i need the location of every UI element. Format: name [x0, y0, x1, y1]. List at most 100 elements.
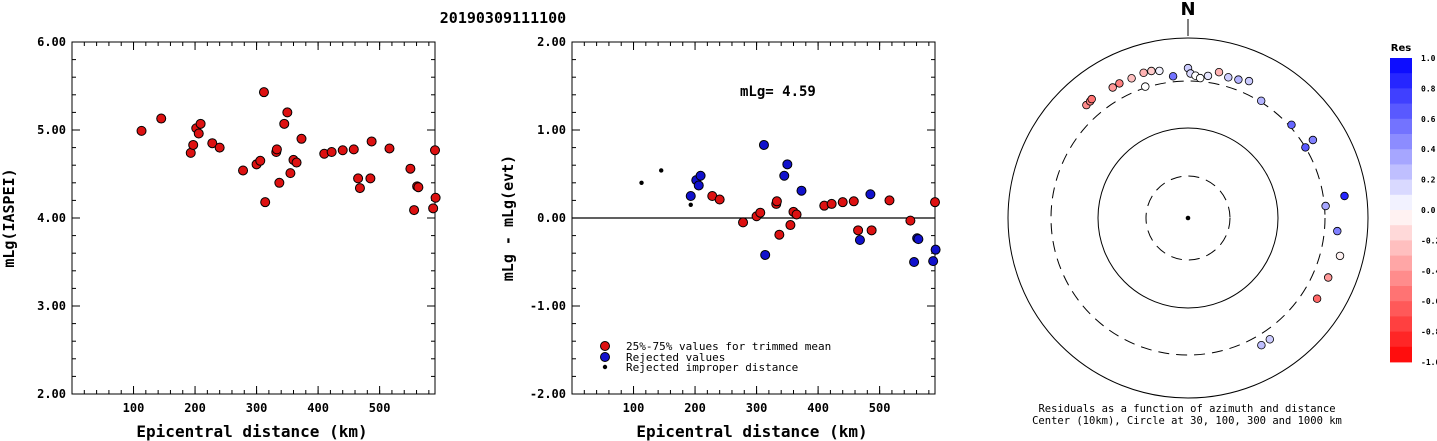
legend-red-marker	[600, 341, 610, 351]
left-point	[214, 142, 225, 153]
polar-data-points	[1082, 63, 1349, 350]
mid-point-improper	[639, 180, 644, 185]
legend-blue-marker	[600, 352, 610, 362]
mid-point-trimmed	[884, 195, 895, 206]
polar-caption-1: Residuals as a function of azimuth and d…	[1038, 403, 1335, 415]
colorbar-swatch	[1390, 88, 1412, 104]
left-point	[354, 183, 365, 194]
left-point	[337, 145, 348, 156]
mid-ytick-label: -1.00	[530, 299, 566, 313]
mid-point-trimmed	[905, 215, 916, 226]
outer-circle-1000km	[1007, 37, 1369, 399]
legend: 25%-75% values for trimmed mean Rejected…	[600, 340, 831, 374]
mid-point-rejected	[913, 234, 924, 245]
mid-point-trimmed	[848, 196, 859, 207]
mid-point-rejected	[695, 170, 706, 181]
left-xtick-label: 100	[123, 401, 145, 415]
left-point	[258, 87, 269, 98]
polar-point	[1168, 72, 1178, 81]
colorbar-swatch	[1390, 346, 1412, 363]
left-xtick-label: 300	[246, 401, 268, 415]
mid-point-rejected	[758, 139, 769, 150]
colorbar-swatch	[1390, 286, 1412, 302]
colorbar-swatch	[1390, 164, 1412, 180]
colorbar-swatch	[1390, 58, 1412, 74]
left-point	[296, 133, 307, 144]
polar-point	[1257, 341, 1266, 350]
colorbar-ticks: 1.0 0.8 0.6 0.4 0.2 0.0 -0.2 -0.4 -0.6 -0.8 -1.0	[1421, 54, 1437, 367]
colorbar-tick-label: 0.4	[1421, 145, 1436, 154]
left-point	[188, 139, 199, 150]
mid-xtick-label: 200	[684, 401, 706, 415]
polar-point	[1301, 143, 1310, 152]
left-point	[353, 173, 364, 184]
colorbar-swatch	[1390, 103, 1412, 120]
left-point	[156, 113, 167, 124]
left-point	[285, 168, 296, 179]
left-point	[430, 192, 441, 203]
epicenter-dot	[1185, 215, 1191, 221]
colorbar-tick-label: 0.6	[1421, 115, 1436, 124]
colorbar-tick-label: -0.6	[1421, 297, 1437, 306]
mid-xtick-label: 400	[807, 401, 829, 415]
left-point	[348, 144, 359, 155]
polar-point	[1115, 79, 1124, 88]
left-point	[409, 205, 420, 216]
colorbar-swatch	[1390, 194, 1412, 211]
colorbar-swatch	[1390, 179, 1412, 196]
mid-point-trimmed	[774, 229, 785, 240]
colorbar-swatch	[1390, 240, 1412, 256]
mid-point-rejected	[685, 191, 696, 201]
left-point	[282, 107, 293, 118]
colorbar-tick-label: -0.4	[1421, 267, 1437, 276]
mid-point-trimmed	[826, 198, 837, 209]
polar-point	[1321, 201, 1330, 211]
left-point	[193, 128, 204, 139]
mid-point-improper	[659, 168, 664, 173]
legend-item-2: Rejected values	[626, 351, 725, 364]
left-point	[428, 203, 439, 214]
dashed-circle-300km	[1050, 80, 1326, 356]
colorbar-swatch	[1390, 118, 1412, 135]
left-frame	[71, 41, 436, 395]
mid-point-trimmed	[837, 197, 848, 208]
left-point	[271, 144, 282, 155]
polar-point	[1335, 251, 1345, 261]
left-ytick-label: 5.00	[37, 123, 66, 137]
colorbar-tick-label: 0.8	[1421, 84, 1436, 93]
polar-panel: N Residuals as a function of azimuth and…	[1007, 0, 1369, 427]
polar-point	[1127, 74, 1136, 83]
mid-point-trimmed	[791, 209, 802, 220]
mid-ytick-label: 1.00	[537, 123, 566, 137]
mid-point-trimmed	[853, 225, 864, 236]
mid-point-trimmed	[930, 197, 940, 208]
left-point	[136, 125, 147, 136]
mid-point-rejected	[930, 244, 941, 255]
polar-point	[1340, 191, 1349, 201]
polar-point	[1141, 82, 1150, 91]
left-point	[274, 177, 285, 188]
mid-point-trimmed	[738, 217, 749, 228]
colorbar-tick-label: 0.2	[1421, 176, 1436, 185]
left-xlabel: Epicentral distance (km)	[136, 422, 367, 441]
polar-point	[1244, 76, 1254, 86]
chart-title: 20190309111100	[440, 9, 566, 27]
left-point	[326, 147, 337, 157]
left-panel: 2.00 3.00 4.00 5.00 6.00 100 200 300 400 500 mLg(…	[0, 35, 441, 441]
mid-ytick-label: -2.00	[530, 387, 566, 401]
colorbar-swatch	[1390, 225, 1412, 241]
colorbar-swatch	[1390, 73, 1412, 89]
left-data-points	[136, 87, 441, 216]
polar-point	[1139, 68, 1148, 77]
left-point	[195, 118, 206, 129]
colorbar-swatch	[1390, 301, 1412, 317]
left-point	[238, 165, 249, 176]
left-point	[207, 138, 218, 149]
polar-point	[1203, 71, 1213, 81]
mid-point-rejected	[760, 249, 771, 260]
polar-point	[1224, 73, 1233, 82]
mlg-annotation: mLg= 4.59	[740, 84, 816, 100]
mid-ylabel: mLg - mLg(evt)	[499, 155, 517, 281]
colorbar-tick-label: 0.0	[1421, 206, 1436, 215]
colorbar-swatch	[1390, 316, 1412, 332]
